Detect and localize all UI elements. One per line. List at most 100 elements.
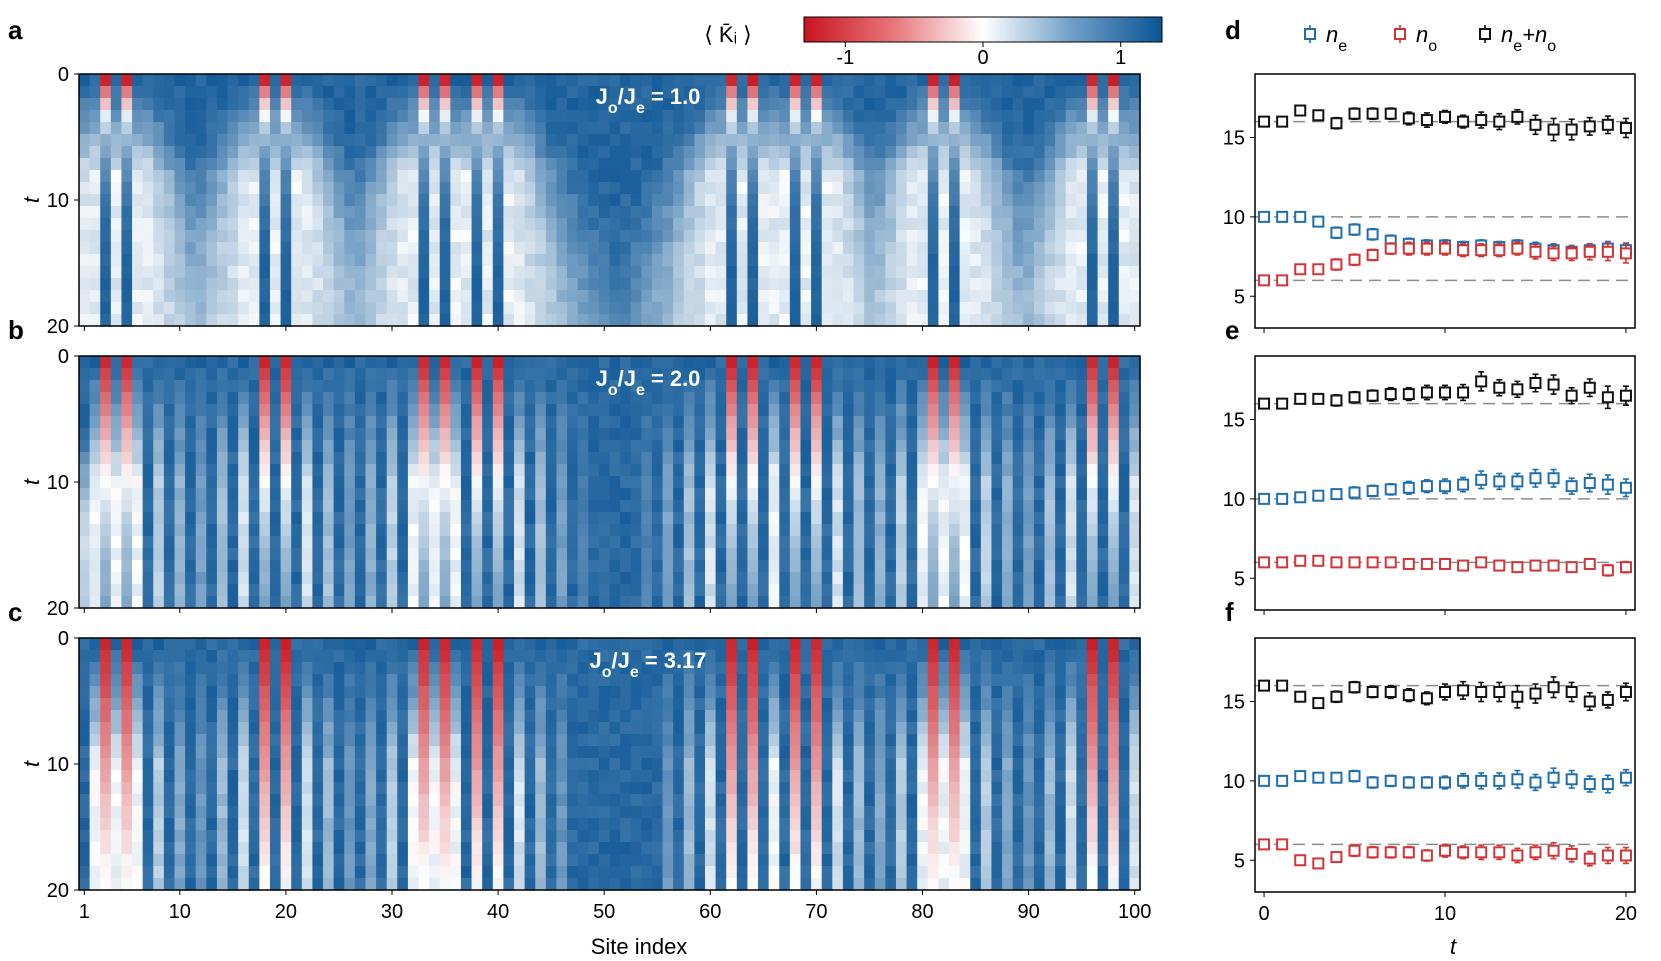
heatmap-cell — [588, 524, 600, 537]
heatmap-cell — [758, 242, 770, 255]
heatmap-cell — [333, 428, 345, 441]
heatmap-cell — [301, 98, 314, 111]
heatmap-cell — [354, 110, 367, 123]
heatmap-cell — [556, 524, 568, 537]
heatmap-cell — [715, 548, 727, 561]
heatmap-cell — [556, 380, 568, 393]
heatmap-cell — [514, 86, 526, 99]
heatmap-cell — [100, 596, 112, 609]
heatmap-cell — [195, 380, 207, 393]
heatmap-cell — [386, 98, 398, 111]
heatmap-cell — [291, 194, 303, 207]
heatmap-cell — [895, 392, 908, 405]
heatmap-cell — [1076, 230, 1088, 243]
heatmap-cell — [1012, 638, 1024, 651]
heatmap-cell — [556, 686, 568, 699]
heatmap-cell — [142, 416, 154, 429]
heatmap-cell — [556, 428, 568, 441]
heatmap-cell — [1044, 698, 1056, 711]
heatmap-cell — [492, 74, 504, 87]
heatmap-cell — [1129, 254, 1141, 267]
heatmap-cell — [1086, 560, 1099, 573]
heatmap-cell — [811, 452, 823, 465]
heatmap-cell — [970, 254, 982, 267]
heatmap-cell — [895, 380, 908, 393]
heatmap-cell — [980, 524, 993, 537]
heatmap-cell — [1055, 182, 1067, 195]
heatmap-cell — [248, 98, 260, 111]
heatmap-cell — [344, 392, 356, 405]
heatmap-cell — [418, 698, 430, 711]
heatmap-cell — [1129, 500, 1141, 513]
heatmap-cell — [651, 548, 664, 561]
heatmap-cell — [651, 596, 664, 609]
heatmap-cell — [407, 182, 420, 195]
heatmap-cell — [503, 698, 515, 711]
heatmap-cell — [662, 698, 674, 711]
heatmap-cell — [959, 368, 971, 381]
heatmap-cell — [301, 122, 314, 135]
heatmap-cell — [927, 548, 940, 561]
heatmap-cell — [503, 392, 515, 405]
heatmap-cell — [1023, 170, 1035, 183]
heatmap-cell — [651, 710, 664, 723]
heatmap-cell — [567, 476, 579, 489]
heatmap-cell — [248, 650, 260, 663]
heatmap-cell — [1055, 110, 1067, 123]
heatmap-cell — [238, 122, 250, 135]
heatmap-cell — [514, 404, 526, 417]
heatmap-cell — [227, 476, 239, 489]
heatmap-cell — [1044, 428, 1056, 441]
heatmap-cell — [736, 98, 749, 111]
heatmap-cell — [333, 392, 345, 405]
heatmap-cell — [535, 488, 547, 501]
heatmap-cell — [959, 170, 971, 183]
heatmap-cell — [704, 242, 717, 255]
heatmap-cell — [344, 380, 356, 393]
heatmap-cell — [736, 560, 749, 573]
heatmap-cell — [121, 356, 133, 369]
heatmap-cell — [991, 146, 1003, 159]
heatmap-cell — [524, 596, 536, 609]
heatmap-cell — [864, 74, 876, 87]
heatmap-cell — [1044, 158, 1056, 171]
heatmap-cell — [1086, 428, 1099, 441]
heatmap-cell — [312, 392, 324, 405]
heatmap-cell — [577, 218, 589, 231]
heatmap-cell — [651, 122, 664, 135]
heatmap-cell — [460, 662, 473, 675]
heatmap-cell — [736, 512, 749, 525]
heatmap-cell — [1118, 686, 1130, 699]
heatmap-cell — [821, 242, 833, 255]
heatmap-cell — [864, 86, 876, 99]
heatmap-cell — [885, 440, 897, 453]
heatmap-cell — [407, 290, 420, 303]
heatmap-cell — [1129, 356, 1141, 369]
heatmap-cell — [312, 302, 324, 315]
heatmap-cell — [874, 428, 886, 441]
heatmap-cell — [163, 266, 176, 279]
heatmap-cell — [407, 686, 420, 699]
heatmap-cell — [598, 560, 611, 573]
heatmap-cell — [811, 674, 823, 687]
heatmap-cell — [439, 242, 451, 255]
heatmap-cell — [386, 536, 398, 549]
heatmap-cell — [970, 110, 982, 123]
heatmap-cell — [630, 584, 642, 597]
heatmap-cell — [598, 428, 611, 441]
heatmap-cell — [376, 368, 388, 381]
heatmap-cell — [79, 254, 91, 267]
heatmap-cell — [535, 194, 547, 207]
heatmap-cell — [460, 110, 473, 123]
heatmap-cell — [821, 302, 833, 315]
heatmap-cell — [227, 686, 239, 699]
heatmap-cell — [206, 428, 218, 441]
heatmap-cell — [651, 452, 664, 465]
heatmap-cell — [1065, 698, 1077, 711]
heatmap-cell — [630, 122, 642, 135]
heatmap-cell — [376, 650, 388, 663]
heatmap-cell — [206, 596, 218, 609]
heatmap-cell — [768, 710, 780, 723]
heatmap-cell — [853, 194, 865, 207]
heatmap-cell — [1044, 500, 1056, 513]
